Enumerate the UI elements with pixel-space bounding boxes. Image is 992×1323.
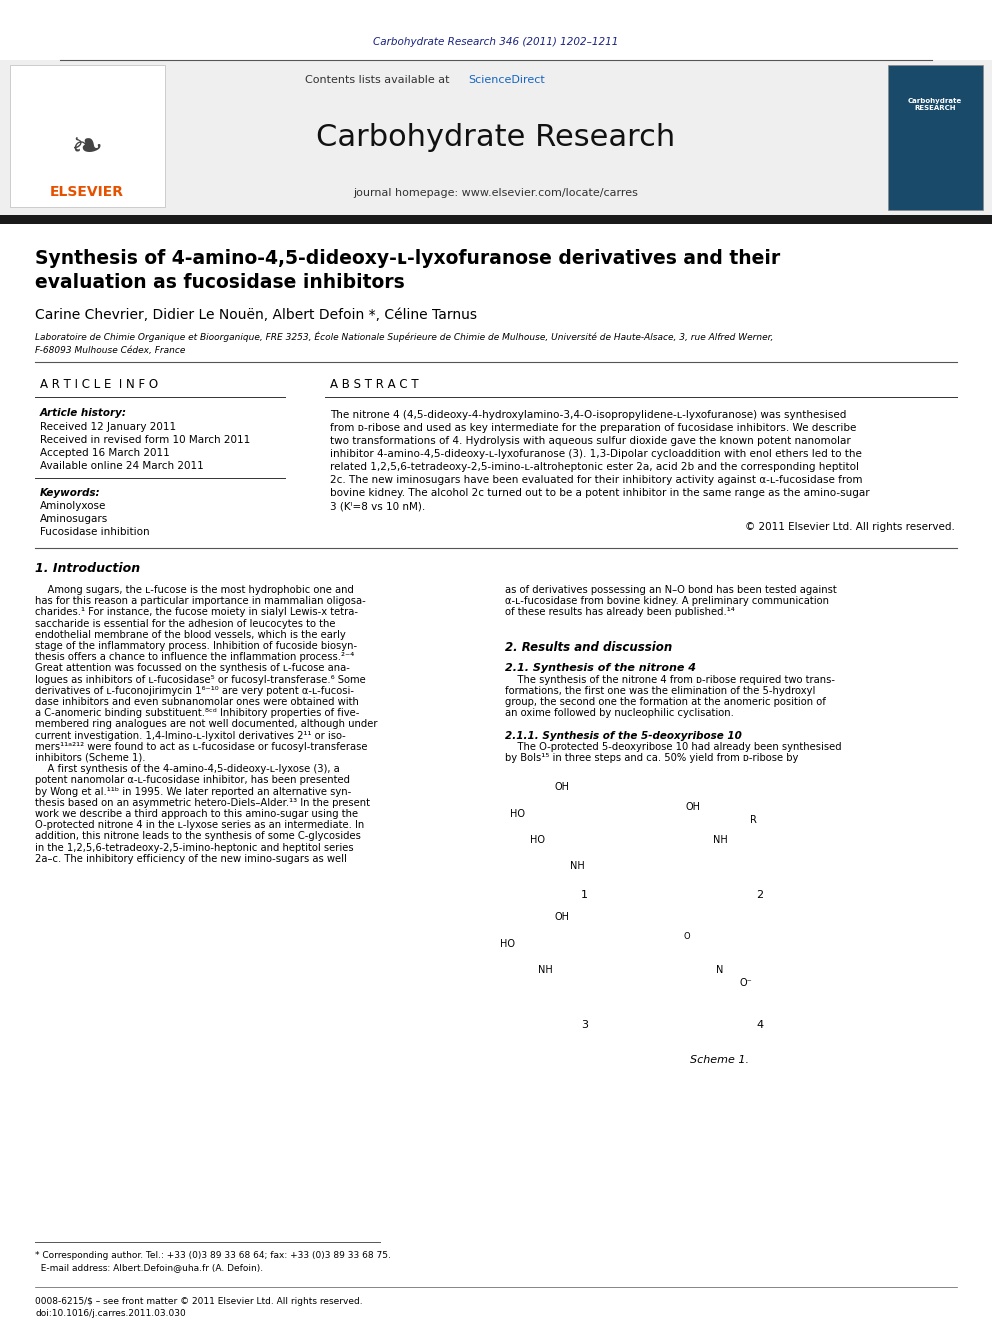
Text: saccharide is essential for the adhesion of leucocytes to the: saccharide is essential for the adhesion… <box>35 619 335 628</box>
Text: 1. Introduction: 1. Introduction <box>35 561 140 574</box>
FancyBboxPatch shape <box>888 65 983 210</box>
Text: The nitrone 4 (4,5-dideoxy-4-hydroxylamino-3,4-O-isopropylidene-ʟ-lyxofuranose) : The nitrone 4 (4,5-dideoxy-4-hydroxylami… <box>330 410 846 419</box>
Text: A B S T R A C T: A B S T R A C T <box>330 378 419 392</box>
Text: journal homepage: www.elsevier.com/locate/carres: journal homepage: www.elsevier.com/locat… <box>353 188 639 198</box>
Text: ELSEVIER: ELSEVIER <box>50 185 124 198</box>
Text: A first synthesis of the 4-amino-4,5-dideoxy-ʟ-lyxose (3), a: A first synthesis of the 4-amino-4,5-did… <box>35 765 339 774</box>
Text: 2a–c. The inhibitory efficiency of the new imino-sugars as well: 2a–c. The inhibitory efficiency of the n… <box>35 853 347 864</box>
Text: 0008-6215/$ – see front matter © 2011 Elsevier Ltd. All rights reserved.: 0008-6215/$ – see front matter © 2011 El… <box>35 1297 363 1306</box>
Text: Accepted 16 March 2011: Accepted 16 March 2011 <box>40 448 170 458</box>
Text: Great attention was focussed on the synthesis of ʟ-fucose ana-: Great attention was focussed on the synt… <box>35 663 350 673</box>
Text: thesis offers a chance to influence the inflammation process.²⁻⁴: thesis offers a chance to influence the … <box>35 652 354 663</box>
Text: of these results has already been published.¹⁴: of these results has already been publis… <box>505 607 735 618</box>
Text: from ᴅ-ribose and used as key intermediate for the preparation of fucosidase inh: from ᴅ-ribose and used as key intermedia… <box>330 423 856 433</box>
Text: 2.1.1. Synthesis of the 5-deoxyribose 10: 2.1.1. Synthesis of the 5-deoxyribose 10 <box>505 730 742 741</box>
Text: 2.1. Synthesis of the nitrone 4: 2.1. Synthesis of the nitrone 4 <box>505 663 696 673</box>
Text: NH: NH <box>569 861 584 872</box>
Text: A R T I C L E  I N F O: A R T I C L E I N F O <box>40 378 158 392</box>
Text: O-protected nitrone 4 in the ʟ-lyxose series as an intermediate. In: O-protected nitrone 4 in the ʟ-lyxose se… <box>35 820 364 831</box>
Text: 4: 4 <box>756 1020 763 1031</box>
Text: Received 12 January 2011: Received 12 January 2011 <box>40 422 177 433</box>
Text: 2c. The new iminosugars have been evaluated for their inhibitory activity agains: 2c. The new iminosugars have been evalua… <box>330 475 862 486</box>
Text: F-68093 Mulhouse Cédex, France: F-68093 Mulhouse Cédex, France <box>35 345 186 355</box>
Text: R: R <box>750 815 757 826</box>
Text: bovine kidney. The alcohol 2c turned out to be a potent inhibitor in the same ra: bovine kidney. The alcohol 2c turned out… <box>330 488 870 497</box>
Text: related 1,2,5,6-tetradeoxy-2,5-imino-ʟ-altroheptonic ester 2a, acid 2b and the c: related 1,2,5,6-tetradeoxy-2,5-imino-ʟ-a… <box>330 462 859 472</box>
Text: OH: OH <box>555 912 570 922</box>
Text: by Bols¹⁵ in three steps and ca. 50% yield from ᴅ-ribose by: by Bols¹⁵ in three steps and ca. 50% yie… <box>505 753 799 763</box>
Text: OH: OH <box>685 802 700 812</box>
Text: Carbohydrate Research 346 (2011) 1202–1211: Carbohydrate Research 346 (2011) 1202–12… <box>373 37 619 48</box>
Text: derivatives of ʟ-fuconojirimycin 1⁶⁻¹⁰ are very potent α-ʟ-fucosi-: derivatives of ʟ-fuconojirimycin 1⁶⁻¹⁰ a… <box>35 685 354 696</box>
Text: 3 (Kᴵ=8 vs 10 nM).: 3 (Kᴵ=8 vs 10 nM). <box>330 501 426 511</box>
Text: O⁻: O⁻ <box>740 978 753 988</box>
Text: an oxime followed by nucleophilic cyclisation.: an oxime followed by nucleophilic cyclis… <box>505 708 734 718</box>
Text: The O-protected 5-deoxyribose 10 had already been synthesised: The O-protected 5-deoxyribose 10 had alr… <box>505 742 841 751</box>
Text: OH: OH <box>555 782 570 792</box>
Text: inhibitors (Scheme 1).: inhibitors (Scheme 1). <box>35 753 146 763</box>
Text: Aminosugars: Aminosugars <box>40 515 108 524</box>
Text: Among sugars, the ʟ-fucose is the most hydrophobic one and: Among sugars, the ʟ-fucose is the most h… <box>35 585 354 595</box>
Text: Contents lists available at: Contents lists available at <box>305 75 453 85</box>
Text: N: N <box>716 964 724 975</box>
Text: * Corresponding author. Tel.: +33 (0)3 89 33 68 64; fax: +33 (0)3 89 33 68 75.: * Corresponding author. Tel.: +33 (0)3 8… <box>35 1252 391 1261</box>
Text: as of derivatives possessing an N–O bond has been tested against: as of derivatives possessing an N–O bond… <box>505 585 836 595</box>
FancyBboxPatch shape <box>0 216 992 224</box>
Text: HO: HO <box>510 808 525 819</box>
Text: Keywords:: Keywords: <box>40 488 100 497</box>
Text: Carine Chevrier, Didier Le Nouën, Albert Defoin *, Céline Tarnus: Carine Chevrier, Didier Le Nouën, Albert… <box>35 308 477 321</box>
Text: stage of the inflammatory process. Inhibition of fucoside biosyn-: stage of the inflammatory process. Inhib… <box>35 642 357 651</box>
Text: Available online 24 March 2011: Available online 24 March 2011 <box>40 460 203 471</box>
Text: has for this reason a particular importance in mammalian oligosa-: has for this reason a particular importa… <box>35 597 366 606</box>
Text: Aminolyxose: Aminolyxose <box>40 501 106 511</box>
Text: Synthesis of 4-amino-4,5-dideoxy-ʟ-lyxofuranose derivatives and their: Synthesis of 4-amino-4,5-dideoxy-ʟ-lyxof… <box>35 249 781 267</box>
Text: mers¹¹ᵃ²¹² were found to act as ʟ-fucosidase or fucosyl-transferase: mers¹¹ᵃ²¹² were found to act as ʟ-fucosi… <box>35 742 367 751</box>
Text: membered ring analogues are not well documented, although under: membered ring analogues are not well doc… <box>35 720 378 729</box>
Text: a C-anomeric binding substituent.⁸ᶜᵈ Inhibitory properties of five-: a C-anomeric binding substituent.⁸ᶜᵈ Inh… <box>35 708 359 718</box>
Text: formations, the first one was the elimination of the 5-hydroxyl: formations, the first one was the elimin… <box>505 685 815 696</box>
Text: Article history:: Article history: <box>40 407 127 418</box>
Text: 1: 1 <box>581 890 588 900</box>
Text: dase inhibitors and even subnanomolar ones were obtained with: dase inhibitors and even subnanomolar on… <box>35 697 359 706</box>
Text: charides.¹ For instance, the fucose moiety in sialyl Lewis-x tetra-: charides.¹ For instance, the fucose moie… <box>35 607 358 618</box>
Text: © 2011 Elsevier Ltd. All rights reserved.: © 2011 Elsevier Ltd. All rights reserved… <box>745 523 955 532</box>
Text: Received in revised form 10 March 2011: Received in revised form 10 March 2011 <box>40 435 250 445</box>
Text: by Wong et al.¹¹ᵇ in 1995. We later reported an alternative syn-: by Wong et al.¹¹ᵇ in 1995. We later repo… <box>35 787 351 796</box>
Text: Fucosidase inhibition: Fucosidase inhibition <box>40 527 150 537</box>
Text: α-ʟ-fucosidase from bovine kidney. A preliminary communication: α-ʟ-fucosidase from bovine kidney. A pre… <box>505 597 829 606</box>
Text: NH: NH <box>538 964 553 975</box>
FancyBboxPatch shape <box>10 65 165 206</box>
Text: doi:10.1016/j.carres.2011.03.030: doi:10.1016/j.carres.2011.03.030 <box>35 1310 186 1319</box>
Text: in the 1,2,5,6-tetradeoxy-2,5-imino-heptonic and heptitol series: in the 1,2,5,6-tetradeoxy-2,5-imino-hept… <box>35 843 353 852</box>
Text: ScienceDirect: ScienceDirect <box>468 75 545 85</box>
Text: O: O <box>683 933 690 942</box>
Text: E-mail address: Albert.Defoin@uha.fr (A. Defoin).: E-mail address: Albert.Defoin@uha.fr (A.… <box>35 1263 263 1273</box>
Text: 3: 3 <box>581 1020 588 1031</box>
Text: work we describe a third approach to this amino-sugar using the: work we describe a third approach to thi… <box>35 808 358 819</box>
Text: HO: HO <box>530 835 545 845</box>
Text: two transformations of 4. Hydrolysis with aqueous sulfur dioxide gave the known : two transformations of 4. Hydrolysis wit… <box>330 437 851 446</box>
Text: NH: NH <box>712 835 727 845</box>
Text: logues as inhibitors of ʟ-fucosidase⁵ or fucosyl-transferase.⁶ Some: logues as inhibitors of ʟ-fucosidase⁵ or… <box>35 675 366 684</box>
Text: addition, this nitrone leads to the synthesis of some C-glycosides: addition, this nitrone leads to the synt… <box>35 831 361 841</box>
Text: thesis based on an asymmetric hetero-Diels–Alder.¹³ In the present: thesis based on an asymmetric hetero-Die… <box>35 798 370 808</box>
FancyBboxPatch shape <box>0 60 992 216</box>
Text: group, the second one the formation at the anomeric position of: group, the second one the formation at t… <box>505 697 826 706</box>
Text: inhibitor 4-amino-4,5-dideoxy-ʟ-lyxofuranose (3). 1,3-Dipolar cycloaddition with: inhibitor 4-amino-4,5-dideoxy-ʟ-lyxofura… <box>330 448 862 459</box>
Text: current investigation. 1,4-Imino-ʟ-lyxitol derivatives 2¹¹ or iso-: current investigation. 1,4-Imino-ʟ-lyxit… <box>35 730 346 741</box>
Text: 2: 2 <box>756 890 763 900</box>
Text: Laboratoire de Chimie Organique et Bioorganique, FRE 3253, École Nationale Supér: Laboratoire de Chimie Organique et Bioor… <box>35 332 774 343</box>
Text: HO: HO <box>500 938 515 949</box>
Text: Scheme 1.: Scheme 1. <box>690 1054 750 1065</box>
Text: Carbohydrate
RESEARCH: Carbohydrate RESEARCH <box>908 98 962 111</box>
Text: The synthesis of the nitrone 4 from ᴅ-ribose required two trans-: The synthesis of the nitrone 4 from ᴅ-ri… <box>505 675 835 684</box>
Text: evaluation as fucosidase inhibitors: evaluation as fucosidase inhibitors <box>35 273 405 291</box>
Text: 2. Results and discussion: 2. Results and discussion <box>505 642 673 654</box>
Text: Carbohydrate Research: Carbohydrate Research <box>316 123 676 152</box>
Text: potent nanomolar α-ʟ-fucosidase inhibitor, has been presented: potent nanomolar α-ʟ-fucosidase inhibito… <box>35 775 350 786</box>
Text: endothelial membrane of the blood vessels, which is the early: endothelial membrane of the blood vessel… <box>35 630 346 640</box>
Text: ❧: ❧ <box>70 130 103 167</box>
